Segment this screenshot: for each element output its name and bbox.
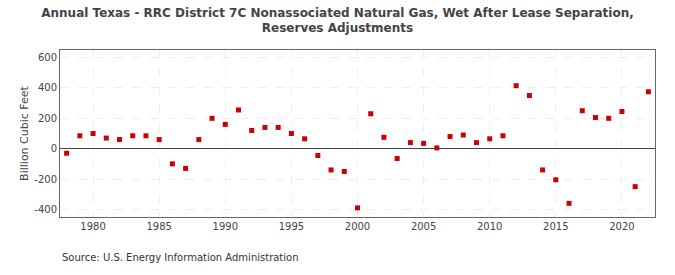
svg-text:Billion Cubic Feet: Billion Cubic Feet	[18, 85, 31, 180]
svg-text:1985: 1985	[146, 221, 171, 232]
svg-text:Source: U.S. Energy Informatio: Source: U.S. Energy Information Administ…	[62, 252, 299, 263]
svg-text:-400: -400	[34, 204, 57, 215]
svg-text:-200: -200	[34, 174, 57, 185]
svg-text:2020: 2020	[609, 221, 634, 232]
svg-text:2010: 2010	[477, 221, 502, 232]
svg-text:2015: 2015	[543, 221, 568, 232]
svg-text:600: 600	[38, 52, 57, 63]
svg-text:2005: 2005	[411, 221, 436, 232]
svg-text:1980: 1980	[80, 221, 105, 232]
svg-text:200: 200	[38, 113, 57, 124]
svg-text:400: 400	[38, 82, 57, 93]
svg-text:1995: 1995	[279, 221, 304, 232]
svg-text:0: 0	[51, 143, 57, 154]
svg-text:1990: 1990	[213, 221, 238, 232]
svg-text:Annual Texas - RRC District 7C: Annual Texas - RRC District 7C Nonassoci…	[41, 6, 634, 36]
svg-text:2000: 2000	[345, 221, 370, 232]
